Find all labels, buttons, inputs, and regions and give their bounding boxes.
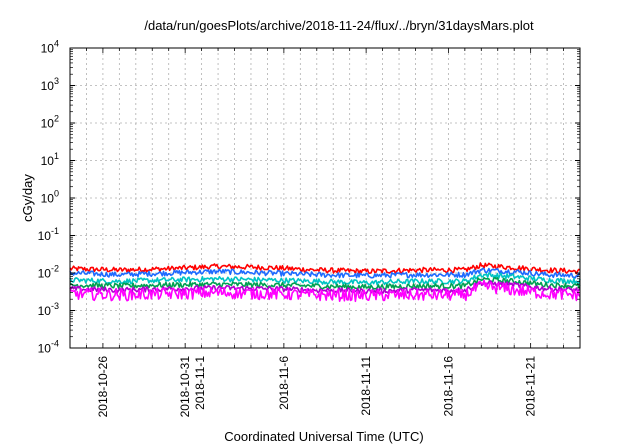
x-axis-label: Coordinated Universal Time (UTC) (224, 429, 423, 444)
series-line (69, 267, 581, 279)
x-tick-label: 2018-11-16 (441, 356, 455, 417)
series-line (69, 262, 581, 275)
series-line (69, 276, 581, 291)
x-tick-label: 2018-10-31 (178, 356, 192, 418)
chart-title: /data/run/goesPlots/archive/2018-11-24/f… (144, 18, 534, 33)
x-tick-label: 2018-11-6 (277, 356, 291, 410)
x-tick-label: 2018-11-1 (193, 356, 207, 410)
series-line (69, 272, 581, 286)
x-tick-label: 2018-11-21 (524, 356, 538, 417)
series-line (69, 279, 581, 295)
y-axis-label: cGy/day (20, 174, 35, 222)
x-tick-label: 2018-11-11 (359, 356, 373, 416)
series-line (69, 279, 581, 303)
series-group (69, 262, 581, 303)
x-tick-label: 2018-10-26 (96, 356, 110, 418)
x-axis: 2018-10-26 2018-10-31 2018-11-1 2018-11-6 20… (86, 48, 564, 418)
